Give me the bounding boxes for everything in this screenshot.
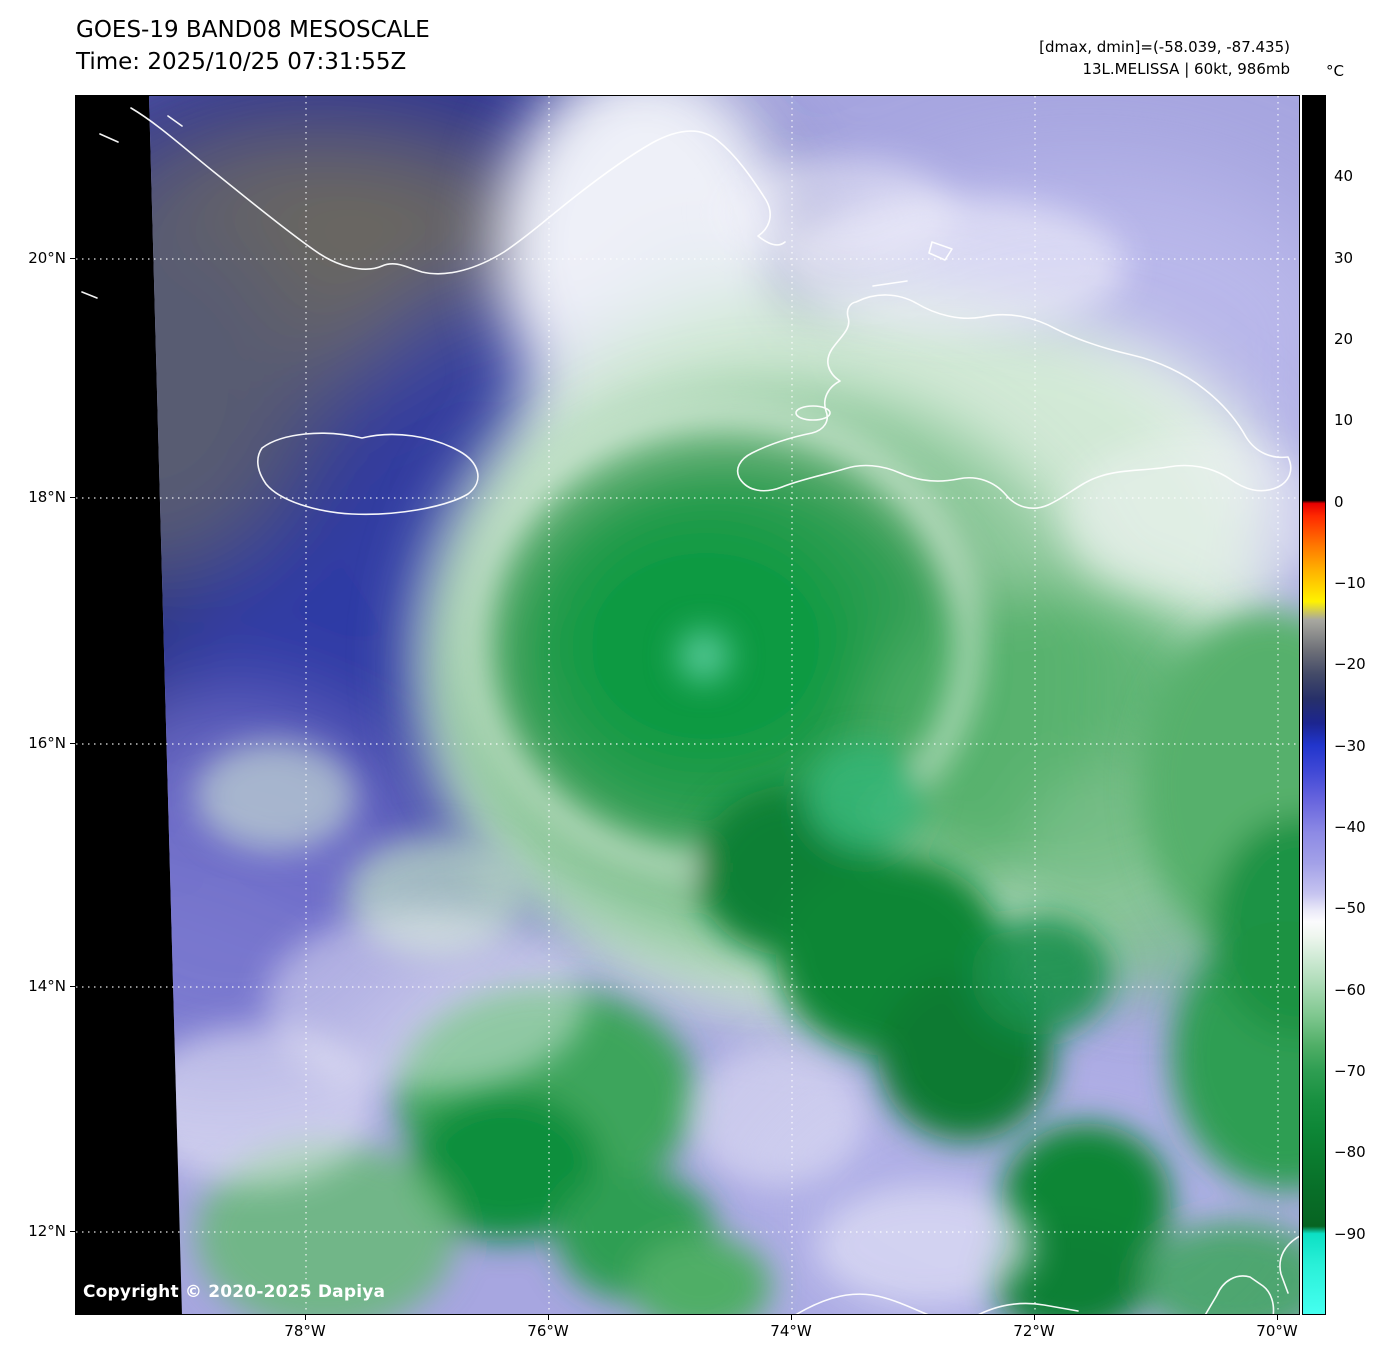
lat-label: 20°N xyxy=(28,249,66,267)
map-area: Copyright © 2020-2025 Dapiya xyxy=(75,95,1300,1315)
colorbar-tick: −50 xyxy=(1334,899,1366,917)
colorbar-tick: −10 xyxy=(1334,574,1366,592)
satellite-imagery xyxy=(76,96,1299,1314)
axis-tick xyxy=(70,258,75,259)
colorbar-tick: −70 xyxy=(1334,1062,1366,1080)
colorbar xyxy=(1302,95,1326,1315)
colorbar-tick: −30 xyxy=(1334,737,1366,755)
lon-label: 76°W xyxy=(527,1322,569,1340)
lon-label: 78°W xyxy=(284,1322,326,1340)
axis-tick xyxy=(70,497,75,498)
axis-tick xyxy=(1034,1315,1035,1320)
colorbar-tick: 10 xyxy=(1334,411,1354,429)
lat-label: 18°N xyxy=(28,488,66,506)
lon-label: 70°W xyxy=(1256,1322,1298,1340)
colorbar-tick: −60 xyxy=(1334,981,1366,999)
figure-annotations: [dmax, dmin]=(-58.039, -87.435) 13L.MELI… xyxy=(1039,36,1290,80)
figure-header: GOES-19 BAND08 MESOSCALE Time: 2025/10/2… xyxy=(76,14,430,78)
axis-tick xyxy=(70,1231,75,1232)
lon-label: 74°W xyxy=(770,1322,812,1340)
figure-title: GOES-19 BAND08 MESOSCALE xyxy=(76,17,430,43)
copyright-label: Copyright © 2020-2025 Dapiya xyxy=(83,1282,386,1302)
axis-tick xyxy=(70,743,75,744)
axis-tick xyxy=(305,1315,306,1320)
graticule xyxy=(76,96,1299,1314)
figure-time: Time: 2025/10/25 07:31:55Z xyxy=(76,49,407,75)
axis-tick xyxy=(70,986,75,987)
dmax-dmin-label: [dmax, dmin]=(-58.039, -87.435) xyxy=(1039,38,1290,56)
colorbar-tick: 20 xyxy=(1334,330,1354,348)
storm-info-label: 13L.MELISSA | 60kt, 986mb xyxy=(1082,60,1290,78)
colorbar-tick: −80 xyxy=(1334,1143,1366,1161)
colorbar-tick: 0 xyxy=(1334,493,1344,511)
axis-tick xyxy=(548,1315,549,1320)
data-region xyxy=(149,96,1299,1314)
axis-tick xyxy=(791,1315,792,1320)
colorbar-tick: 30 xyxy=(1334,249,1354,267)
lat-label: 14°N xyxy=(28,977,66,995)
colorbar-tick: −20 xyxy=(1334,655,1366,673)
colorbar-tick: 40 xyxy=(1334,167,1354,185)
lat-label: 12°N xyxy=(28,1222,66,1240)
colorbar-tick: −40 xyxy=(1334,818,1366,836)
lat-label: 16°N xyxy=(28,734,66,752)
axis-tick xyxy=(1277,1315,1278,1320)
colorbar-unit-label: °C xyxy=(1326,62,1344,80)
coastlines xyxy=(81,107,1299,1314)
colorbar-tick: −90 xyxy=(1334,1225,1366,1243)
lon-label: 72°W xyxy=(1013,1322,1055,1340)
